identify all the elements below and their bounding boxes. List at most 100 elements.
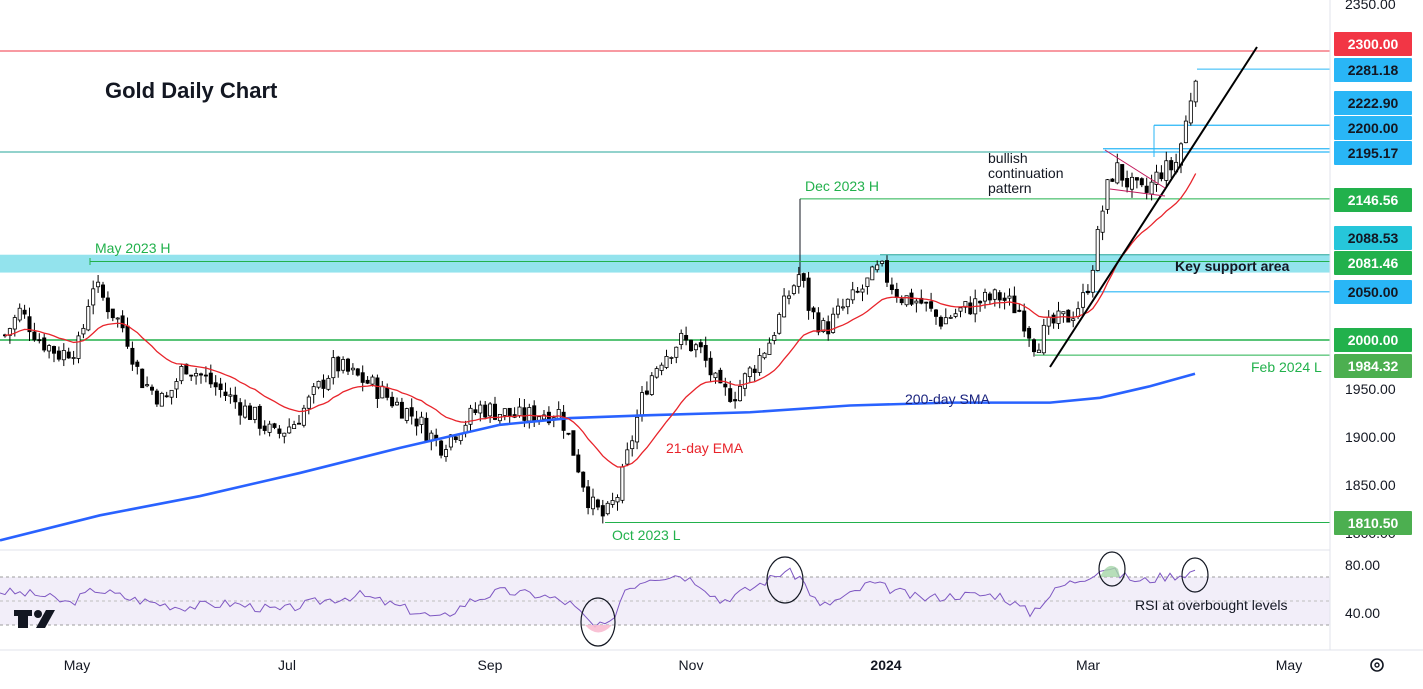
sma-200-line — [0, 372, 1196, 542]
candle-down — [42, 337, 47, 351]
candle-down — [1085, 290, 1090, 294]
ema-label: 21-day EMA — [666, 440, 744, 456]
candle-down — [576, 454, 581, 473]
candle-up — [953, 313, 958, 317]
candle-up — [605, 502, 610, 515]
candle-down — [360, 372, 365, 383]
candle-down — [414, 418, 419, 427]
candle-up — [635, 416, 640, 443]
candle-up — [1100, 210, 1105, 233]
rsi-note: RSI at overbought levels — [1135, 597, 1288, 613]
candle-up — [640, 392, 645, 417]
rsi-highlight-circle — [766, 556, 804, 604]
x-tick-label: May — [1276, 657, 1302, 673]
candle-up — [301, 407, 306, 426]
candle-up — [591, 496, 596, 510]
rsi-highlight-circle — [1098, 551, 1126, 587]
candle-down — [566, 432, 571, 435]
tradingview-logo — [14, 610, 55, 628]
dec-high-label: Dec 2023 H — [805, 178, 879, 194]
feb-low-label: Feb 2024 L — [1251, 359, 1322, 375]
candle-up — [527, 407, 532, 422]
candle-down — [233, 394, 238, 403]
candle-up — [1115, 162, 1120, 184]
candle-up — [1154, 171, 1159, 185]
candle-down — [1051, 314, 1056, 324]
price-label: 2195.17 — [1348, 145, 1399, 161]
candle-down — [987, 293, 992, 301]
price-label-box — [1334, 328, 1412, 352]
candle-down — [203, 374, 208, 377]
candle-down — [889, 284, 894, 291]
candle-down — [213, 382, 218, 388]
rsi-oversold-fill — [585, 625, 612, 633]
price-label-box — [1334, 32, 1412, 56]
candle-down — [899, 298, 904, 304]
key-support-label: Key support area — [1175, 258, 1290, 274]
candle-down — [1169, 160, 1174, 171]
candle-down — [238, 402, 243, 416]
candle-up — [316, 380, 321, 388]
candle-up — [865, 277, 870, 287]
rsi-overbought-fill — [1100, 565, 1120, 577]
candle-down — [336, 356, 341, 372]
gear-icon[interactable] — [1370, 658, 1384, 672]
x-tick-label: 2024 — [870, 657, 901, 673]
candle-up — [1095, 229, 1100, 271]
rsi-line — [0, 567, 1196, 628]
candle-up — [380, 385, 385, 399]
candle-down — [718, 369, 723, 384]
candle-up — [81, 327, 86, 335]
candle-down — [355, 368, 360, 376]
candle-up — [419, 416, 424, 425]
price-label: 2000.00 — [1348, 332, 1399, 348]
candle-up — [870, 266, 875, 281]
candle-up — [772, 335, 777, 341]
candle-down — [698, 342, 703, 348]
candle-down — [894, 288, 899, 298]
candle-down — [806, 277, 811, 311]
candle-up — [1183, 120, 1188, 144]
chart-title: Gold Daily Chart — [105, 78, 278, 103]
candle-up — [350, 367, 355, 371]
candle-up — [1071, 318, 1076, 321]
candle-up — [556, 409, 561, 419]
candle-up — [502, 408, 507, 416]
candle-up — [228, 394, 233, 397]
candle-up — [615, 497, 620, 503]
candle-down — [1027, 327, 1032, 339]
candle-up — [880, 260, 885, 264]
candle-down — [120, 315, 125, 329]
candle-down — [1125, 178, 1130, 188]
candle-down — [164, 395, 169, 398]
candle-up — [287, 426, 292, 434]
may-high-label: May 2023 H — [95, 240, 170, 256]
candle-down — [752, 368, 757, 373]
candle-down — [483, 404, 488, 418]
candle-up — [904, 295, 909, 306]
pattern-label-line: continuation — [988, 165, 1064, 181]
candle-up — [943, 317, 948, 325]
candle-down — [811, 307, 816, 313]
candle-down — [296, 422, 301, 425]
x-tick-label: Jul — [278, 657, 296, 673]
candle-down — [1002, 297, 1007, 301]
candle-up — [659, 364, 664, 371]
candle-down — [885, 260, 890, 283]
rsi-highlight-circle — [1181, 557, 1209, 593]
price-label-box — [1334, 188, 1412, 212]
x-tick-label: May — [64, 657, 90, 673]
candle-down — [855, 290, 860, 293]
candle-up — [1061, 311, 1066, 315]
candle-up — [1036, 349, 1041, 353]
candle-up — [630, 440, 635, 450]
candle-down — [1144, 185, 1149, 193]
candle-up — [71, 357, 76, 359]
price-label-box — [1334, 280, 1412, 304]
candle-up — [1188, 100, 1193, 124]
price-label: 2050.00 — [1348, 284, 1399, 300]
candle-down — [978, 300, 983, 304]
candle-down — [689, 339, 694, 352]
price-label-box — [1334, 116, 1412, 140]
